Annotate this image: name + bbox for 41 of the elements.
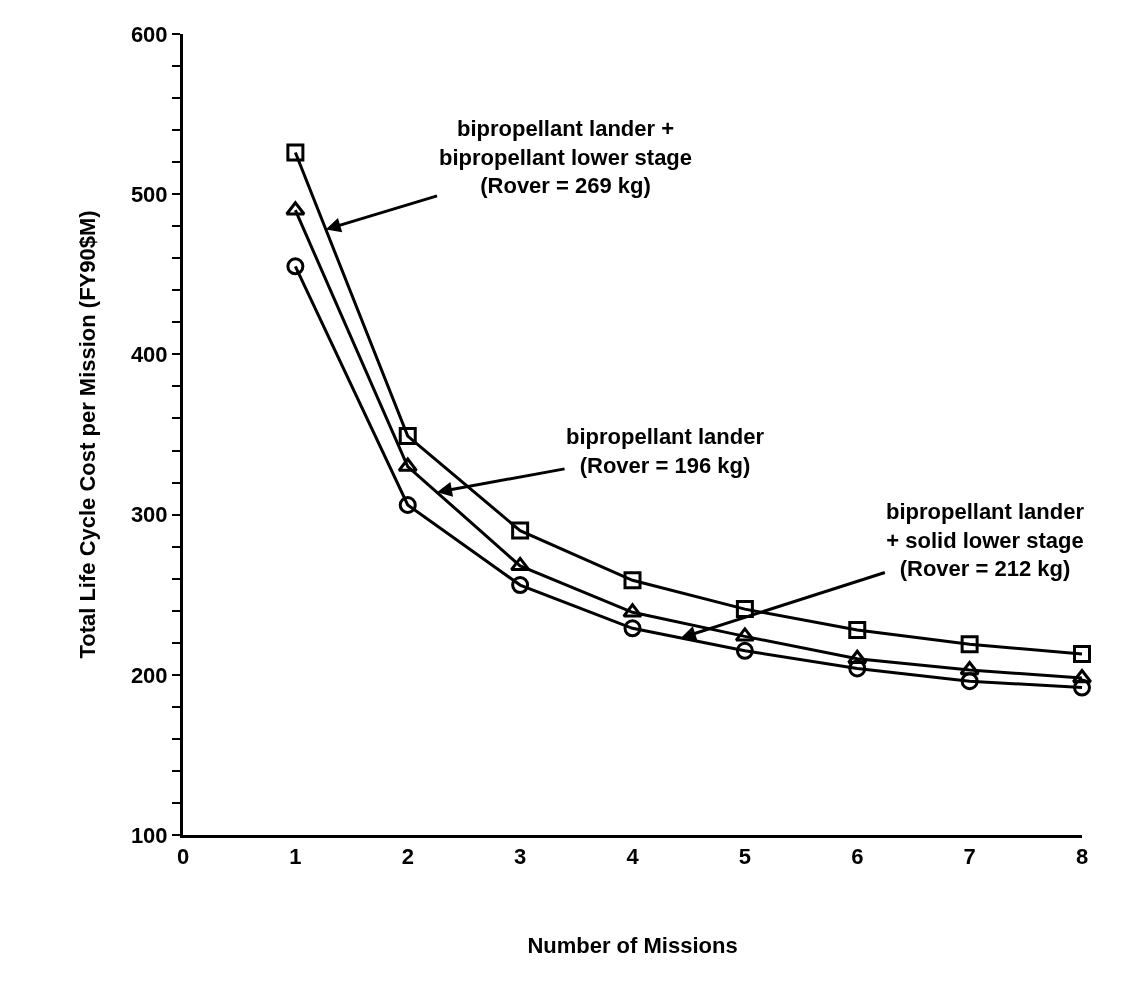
point xyxy=(960,635,979,654)
point xyxy=(398,427,417,446)
point xyxy=(735,641,754,660)
point xyxy=(847,649,868,665)
x-tick-label: 5 xyxy=(738,844,752,870)
x-tick-label: 4 xyxy=(626,844,640,870)
annotation: bipropellant lander + bipropellant lower stage (Rover = 269 kg) xyxy=(439,116,693,199)
point xyxy=(735,600,754,619)
point xyxy=(1073,644,1091,663)
point xyxy=(960,672,979,691)
point xyxy=(1073,678,1091,697)
y-tick-label: 500 xyxy=(130,181,168,207)
point xyxy=(511,576,530,595)
annotation: bipropellant lander (Rover = 196 kg) xyxy=(566,424,765,478)
point xyxy=(397,457,418,472)
y-tick-label: 400 xyxy=(130,342,168,368)
x-tick-label: 7 xyxy=(963,844,976,870)
y-tick-label: 200 xyxy=(130,662,168,688)
point xyxy=(398,495,417,514)
point xyxy=(511,521,530,540)
point xyxy=(286,257,305,276)
x-axis-title: Number of Missions xyxy=(527,933,738,959)
y-axis-title: Total Life Cycle Cost per Mission (FY90$M) xyxy=(74,210,100,659)
annotation: bipropellant lander + solid lower stage (Rover = 212 kg) xyxy=(886,499,1085,582)
point xyxy=(622,603,643,618)
point xyxy=(623,619,642,638)
x-tick-label: 6 xyxy=(851,844,864,870)
point xyxy=(959,660,980,676)
point xyxy=(623,571,642,590)
y-tick-label: 600 xyxy=(130,21,168,47)
x-tick-label: 1 xyxy=(289,844,302,870)
point xyxy=(285,201,306,216)
x-tick-label: 2 xyxy=(401,844,414,870)
point xyxy=(848,620,867,639)
y-tick-label: 100 xyxy=(130,822,168,848)
x-tick-label: 8 xyxy=(1075,844,1089,870)
x-tick-label: 3 xyxy=(514,844,527,870)
y-tick-label: 300 xyxy=(130,502,168,528)
x-tick-label: 0 xyxy=(176,844,190,870)
point xyxy=(509,556,531,572)
point xyxy=(286,143,305,162)
